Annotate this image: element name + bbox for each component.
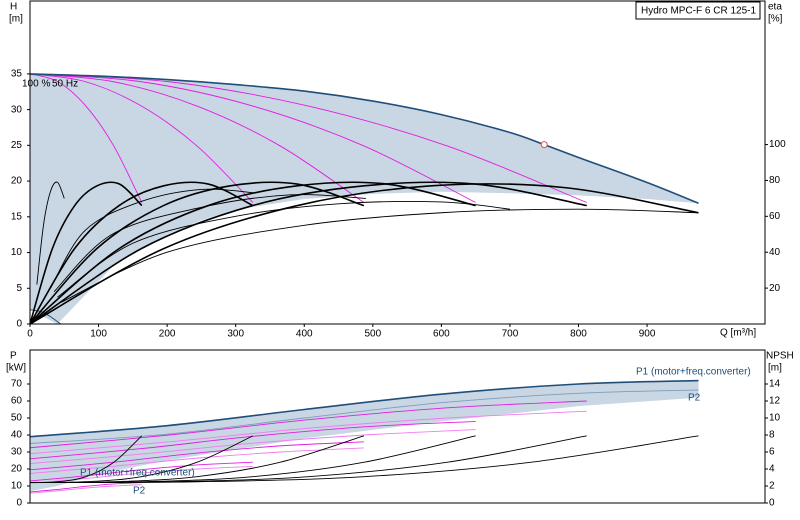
y-tick-label: 60 [11, 396, 23, 407]
chart-title: Hydro MPC-F 6 CR 125-1 [641, 6, 756, 17]
curve [29, 465, 253, 484]
y-unit: [m] [9, 14, 23, 25]
y2-tick-label: 12 [769, 396, 781, 407]
y-tick-label: 30 [11, 447, 23, 458]
top-plot-frame [29, 0, 766, 325]
y2-tick-label: 6 [769, 447, 775, 458]
y2-unit: [m] [768, 363, 782, 374]
x-tick-label: 700 [502, 329, 519, 340]
y2-label: NPSH [766, 351, 794, 362]
p2-label: P2 [688, 393, 701, 404]
y2-tick-label: 100 [769, 139, 786, 150]
p2-label: P2 [133, 486, 146, 497]
frequency-label: 50 Hz [52, 79, 78, 90]
y2-tick-label: 80 [769, 175, 781, 186]
curve [29, 461, 253, 482]
curve [29, 73, 365, 203]
curve [29, 183, 699, 325]
curve [36, 181, 65, 285]
x-tick-label: 300 [227, 329, 244, 340]
curve [29, 484, 142, 494]
operating-area [30, 73, 699, 325]
x-tick-label: 0 [27, 329, 33, 340]
p1-label: P1 (motor+freq.converter) [80, 468, 195, 479]
x-tick-label: 500 [364, 329, 381, 340]
y2-tick-label: 4 [769, 464, 775, 475]
y-tick-label: 70 [11, 379, 23, 390]
x-tick-label: 200 [159, 329, 176, 340]
operating-area [30, 380, 699, 492]
curve [29, 73, 699, 204]
y2-label: eta [768, 2, 782, 13]
x-tick-label: 600 [433, 329, 450, 340]
y2-tick-label: 14 [769, 379, 781, 390]
curve [29, 420, 476, 460]
y-tick-label: 10 [11, 481, 23, 492]
speed-label: 100 % [22, 79, 50, 90]
curve [29, 482, 142, 493]
duty-point [540, 141, 548, 149]
curve [57, 201, 510, 298]
curve [29, 181, 587, 325]
y-label: H [10, 2, 17, 13]
y2-tick-label: 8 [769, 430, 775, 441]
curve [29, 429, 476, 465]
title-box [635, 1, 761, 20]
curve [29, 181, 476, 325]
curve [53, 194, 366, 293]
curve [29, 379, 699, 438]
y-tick-label: 15 [11, 211, 23, 222]
y-tick-label: 50 [11, 413, 23, 424]
y-tick-label: 20 [11, 176, 23, 187]
y2-tick-label: 60 [769, 211, 781, 222]
areas [30, 73, 699, 492]
x-tick-label: 400 [296, 329, 313, 340]
y-tick-label: 30 [11, 104, 23, 115]
curve [50, 188, 257, 289]
x-tick-label: 100 [90, 329, 107, 340]
curve [29, 181, 254, 325]
bottom-plot-frame [29, 349, 766, 504]
curve [29, 441, 364, 471]
y2-tick-label: 2 [769, 481, 775, 492]
y2-tick-label: 10 [769, 413, 781, 424]
curve [29, 410, 587, 455]
x-label: Q [m³/h] [720, 328, 756, 339]
x-tick-label: 800 [570, 329, 587, 340]
y-tick-label: 20 [11, 464, 23, 475]
curve [29, 73, 143, 203]
y-tick-label: 35 [11, 69, 23, 80]
ticks: 0 100 200 300 400 500 600 700 800 900051015202530… [11, 69, 786, 509]
y-tick-label: 5 [16, 283, 22, 294]
curve [29, 73, 476, 203]
y2-unit: [%] [768, 14, 783, 25]
curves [29, 73, 699, 494]
curve [29, 400, 587, 449]
y-unit: [kW] [6, 363, 26, 374]
curve [29, 447, 364, 474]
curve [29, 389, 699, 444]
y-tick-label: 40 [11, 430, 23, 441]
y-tick-label: 10 [11, 247, 23, 258]
y-tick-label: 25 [11, 140, 23, 151]
x-tick-label: 900 [639, 329, 656, 340]
y-tick-label: 0 [16, 498, 22, 509]
curve [29, 435, 699, 484]
y-tick-label: 0 [16, 319, 22, 330]
y2-tick-label: 0 [769, 498, 775, 509]
curve [60, 208, 699, 303]
y2-tick-label: 20 [769, 283, 781, 294]
curve [29, 73, 254, 203]
y-label: P [10, 351, 17, 362]
curve [29, 181, 143, 325]
p1-label: P1 (motor+freq.converter) [636, 367, 751, 378]
curve [29, 73, 587, 203]
y2-tick-label: 40 [769, 247, 781, 258]
